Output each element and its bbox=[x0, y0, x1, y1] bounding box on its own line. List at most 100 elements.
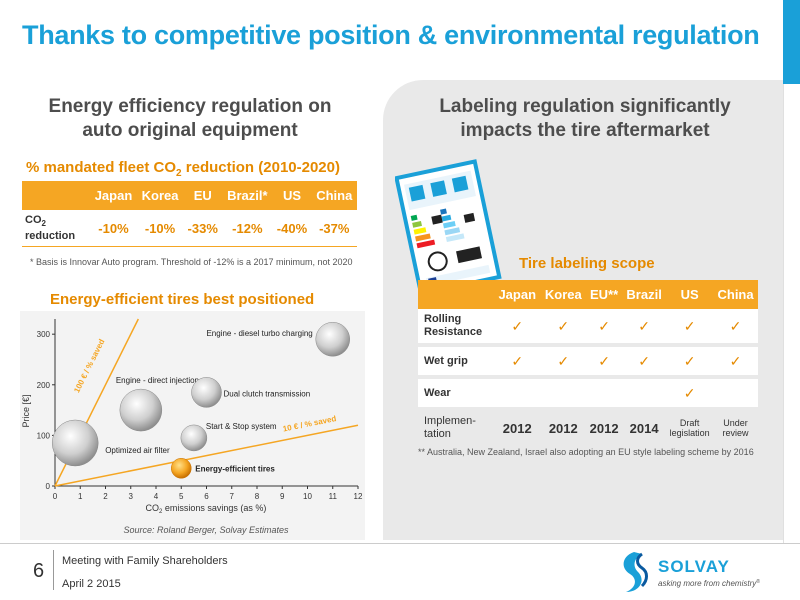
bubble bbox=[315, 321, 350, 357]
side-strip bbox=[783, 84, 800, 544]
table-cell: -37% bbox=[311, 208, 357, 248]
check-icon: ✓ bbox=[540, 345, 587, 379]
check-icon: ✓ bbox=[622, 345, 667, 379]
col-header: Korea bbox=[540, 280, 587, 309]
solvay-logo: SOLVAY asking more from chemistry® bbox=[623, 552, 760, 592]
check-icon: ✓ bbox=[622, 309, 667, 347]
bubble-label: Start & Stop system bbox=[206, 422, 277, 431]
bubble-label: Energy-efficient tires bbox=[195, 464, 275, 473]
table-cell: -12% bbox=[222, 208, 273, 248]
right-footnote: ** Australia, New Zealand, Israel also a… bbox=[418, 447, 754, 457]
check-icon: ✓ bbox=[666, 309, 714, 347]
check-icon: ✓ bbox=[713, 309, 758, 347]
col-header: Korea bbox=[136, 181, 184, 210]
table-cell: -10% bbox=[136, 208, 184, 248]
reference-line-label: 100 € / % saved bbox=[72, 338, 106, 395]
left-section-title: Energy efficiency regulation on auto ori… bbox=[48, 96, 332, 141]
x-tick-label: 2 bbox=[103, 492, 108, 501]
row-label: Implemen-tation bbox=[424, 415, 476, 440]
table-cell: Under review bbox=[722, 418, 749, 438]
table-cell: 2012 bbox=[502, 420, 532, 436]
footer-divider bbox=[0, 543, 800, 544]
accent-bar bbox=[783, 0, 800, 84]
x-axis-label: CO2 emissions savings (as %) bbox=[146, 503, 267, 515]
chart-title: Energy-efficient tires best positioned bbox=[50, 291, 315, 308]
x-tick-label: 8 bbox=[255, 492, 260, 501]
check-icon: ✓ bbox=[540, 309, 587, 347]
tire-labeling-title: Tire labeling scope bbox=[519, 255, 655, 272]
col-header: Brazil* bbox=[222, 181, 273, 210]
table-row: CO2 reduction -10% -10% -33% -12% -40% -3… bbox=[22, 208, 357, 248]
table-header-corner bbox=[418, 280, 494, 309]
table-cell: Draft legislation bbox=[669, 418, 710, 438]
table-row: Rolling Resistance ✓ ✓ ✓ ✓ ✓ ✓ bbox=[418, 309, 758, 347]
col-header: US bbox=[666, 280, 714, 309]
row-label: Wear bbox=[418, 377, 494, 411]
bubble-label: Dual clutch transmission bbox=[224, 389, 311, 398]
row-label: Rolling Resistance bbox=[418, 309, 494, 347]
check-icon: ✓ bbox=[494, 309, 541, 347]
solvay-logo-text: SOLVAY bbox=[658, 557, 730, 576]
table-cell: 2012 bbox=[548, 420, 578, 436]
table-cell bbox=[540, 377, 587, 411]
x-tick-label: 6 bbox=[204, 492, 209, 501]
y-tick-label: 300 bbox=[37, 330, 51, 339]
y-axis-label: Price [€] bbox=[21, 394, 31, 427]
check-icon: ✓ bbox=[586, 309, 623, 347]
col-header: EU bbox=[183, 181, 223, 210]
x-tick-label: 1 bbox=[78, 492, 83, 501]
solvay-logo-icon bbox=[623, 552, 642, 592]
x-tick-label: 7 bbox=[230, 492, 235, 501]
bubble bbox=[180, 424, 208, 452]
tire-labeling-table: Japan Korea EU** Brazil US China Rolling… bbox=[418, 280, 758, 445]
x-tick-label: 10 bbox=[303, 492, 312, 501]
check-icon: ✓ bbox=[666, 345, 714, 379]
x-tick-label: 9 bbox=[280, 492, 285, 501]
table-row: Implemen-tation 2012 2012 2012 2014 Draf… bbox=[418, 409, 758, 445]
bubble-label: Engine - diesel turbo charging bbox=[206, 329, 312, 338]
left-footnote: * Basis is Innovar Auto program. Thresho… bbox=[30, 257, 353, 267]
table-cell: -10% bbox=[90, 208, 137, 248]
y-tick-label: 0 bbox=[46, 482, 51, 491]
table-cell: 2012 bbox=[589, 420, 619, 436]
meeting-date: April 2 2015 bbox=[62, 578, 121, 590]
x-tick-label: 12 bbox=[354, 492, 363, 501]
check-icon: ✓ bbox=[713, 345, 758, 379]
right-section-title: Labeling regulation significantly impact… bbox=[439, 96, 731, 141]
footer-separator bbox=[53, 550, 54, 590]
page-title: Thanks to competitive position & environ… bbox=[22, 20, 760, 50]
bubble bbox=[51, 419, 99, 467]
col-header: US bbox=[272, 181, 312, 210]
col-header: Japan bbox=[494, 280, 541, 309]
meeting-title: Meeting with Family Shareholders bbox=[62, 555, 228, 567]
y-tick-label: 100 bbox=[37, 431, 51, 440]
row-label: Wet grip bbox=[418, 345, 494, 379]
x-tick-label: 5 bbox=[179, 492, 184, 501]
table-cell bbox=[586, 377, 623, 411]
x-tick-label: 11 bbox=[329, 492, 338, 501]
co2-reduction-table: Japan Korea EU Brazil* US China CO2 reduc… bbox=[22, 181, 357, 248]
bubble-label: Engine - direct injection bbox=[116, 376, 199, 385]
table-cell: -40% bbox=[272, 208, 312, 248]
table-row: Wear ✓ bbox=[418, 377, 758, 411]
table-cell bbox=[622, 377, 667, 411]
col-header: China bbox=[311, 181, 357, 210]
table-cell: -33% bbox=[183, 208, 223, 248]
col-header: China bbox=[713, 280, 758, 309]
eu-tire-label-image bbox=[395, 159, 502, 296]
row-label: CO2 reduction bbox=[22, 208, 90, 248]
col-header: Brazil bbox=[622, 280, 667, 309]
col-header: EU** bbox=[586, 280, 623, 309]
table-cell bbox=[713, 377, 758, 411]
table-row: Wet grip ✓ ✓ ✓ ✓ ✓ ✓ bbox=[418, 345, 758, 379]
bubble bbox=[119, 388, 163, 432]
table-header-corner bbox=[22, 181, 90, 210]
bubble bbox=[191, 377, 222, 408]
reference-line bbox=[54, 424, 359, 487]
table-cell: 2014 bbox=[629, 420, 659, 436]
x-tick-label: 4 bbox=[154, 492, 159, 501]
y-tick-label: 200 bbox=[37, 381, 51, 390]
check-icon: ✓ bbox=[586, 345, 623, 379]
col-header: Japan bbox=[90, 181, 137, 210]
